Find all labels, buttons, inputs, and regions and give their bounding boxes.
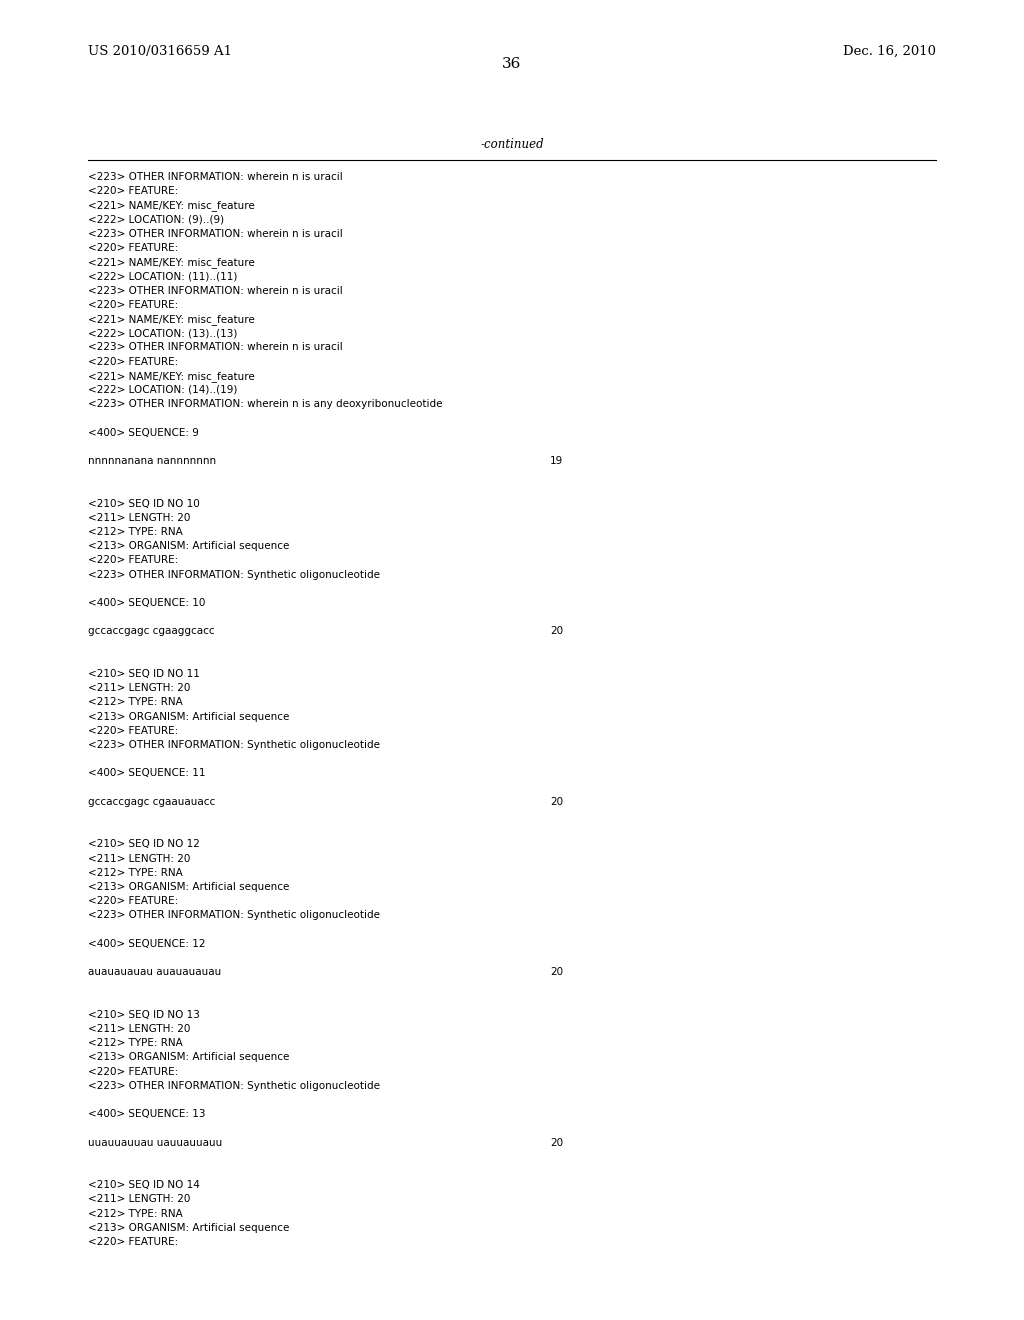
Text: <223> OTHER INFORMATION: wherein n is uracil: <223> OTHER INFORMATION: wherein n is ur…: [88, 172, 343, 182]
Text: <223> OTHER INFORMATION: Synthetic oligonucleotide: <223> OTHER INFORMATION: Synthetic oligo…: [88, 911, 380, 920]
Text: gccaccgagc cgaaggcacc: gccaccgagc cgaaggcacc: [88, 627, 215, 636]
Text: <210> SEQ ID NO 10: <210> SEQ ID NO 10: [88, 499, 200, 508]
Text: 36: 36: [503, 57, 521, 71]
Text: <212> TYPE: RNA: <212> TYPE: RNA: [88, 527, 182, 537]
Text: <213> ORGANISM: Artificial sequence: <213> ORGANISM: Artificial sequence: [88, 711, 290, 722]
Text: nnnnnanana nannnnnnn: nnnnnanana nannnnnnn: [88, 455, 216, 466]
Text: <210> SEQ ID NO 12: <210> SEQ ID NO 12: [88, 840, 200, 849]
Text: <211> LENGTH: 20: <211> LENGTH: 20: [88, 1024, 190, 1034]
Text: <210> SEQ ID NO 11: <210> SEQ ID NO 11: [88, 669, 200, 678]
Text: <213> ORGANISM: Artificial sequence: <213> ORGANISM: Artificial sequence: [88, 1222, 290, 1233]
Text: <223> OTHER INFORMATION: Synthetic oligonucleotide: <223> OTHER INFORMATION: Synthetic oligo…: [88, 570, 380, 579]
Text: <211> LENGTH: 20: <211> LENGTH: 20: [88, 684, 190, 693]
Text: <222> LOCATION: (14)..(19): <222> LOCATION: (14)..(19): [88, 385, 238, 395]
Text: <220> FEATURE:: <220> FEATURE:: [88, 1237, 178, 1247]
Text: <210> SEQ ID NO 14: <210> SEQ ID NO 14: [88, 1180, 200, 1191]
Text: <400> SEQUENCE: 11: <400> SEQUENCE: 11: [88, 768, 206, 779]
Text: <212> TYPE: RNA: <212> TYPE: RNA: [88, 1209, 182, 1218]
Text: <211> LENGTH: 20: <211> LENGTH: 20: [88, 1195, 190, 1204]
Text: auauauauau auauauauau: auauauauau auauauauau: [88, 968, 221, 977]
Text: <223> OTHER INFORMATION: Synthetic oligonucleotide: <223> OTHER INFORMATION: Synthetic oligo…: [88, 1081, 380, 1090]
Text: <400> SEQUENCE: 10: <400> SEQUENCE: 10: [88, 598, 206, 609]
Text: 20: 20: [550, 1138, 563, 1147]
Text: <223> OTHER INFORMATION: wherein n is uracil: <223> OTHER INFORMATION: wherein n is ur…: [88, 228, 343, 239]
Text: <222> LOCATION: (9)..(9): <222> LOCATION: (9)..(9): [88, 215, 224, 224]
Text: -continued: -continued: [480, 139, 544, 150]
Text: <400> SEQUENCE: 12: <400> SEQUENCE: 12: [88, 939, 206, 949]
Text: <223> OTHER INFORMATION: wherein n is uracil: <223> OTHER INFORMATION: wherein n is ur…: [88, 285, 343, 296]
Text: <223> OTHER INFORMATION: wherein n is uracil: <223> OTHER INFORMATION: wherein n is ur…: [88, 342, 343, 352]
Text: <400> SEQUENCE: 9: <400> SEQUENCE: 9: [88, 428, 199, 438]
Text: 20: 20: [550, 968, 563, 977]
Text: 20: 20: [550, 627, 563, 636]
Text: <400> SEQUENCE: 13: <400> SEQUENCE: 13: [88, 1109, 206, 1119]
Text: <220> FEATURE:: <220> FEATURE:: [88, 1067, 178, 1077]
Text: gccaccgagc cgaauauacc: gccaccgagc cgaauauacc: [88, 797, 215, 807]
Text: <223> OTHER INFORMATION: Synthetic oligonucleotide: <223> OTHER INFORMATION: Synthetic oligo…: [88, 741, 380, 750]
Text: US 2010/0316659 A1: US 2010/0316659 A1: [88, 45, 232, 58]
Text: <220> FEATURE:: <220> FEATURE:: [88, 726, 178, 735]
Text: <213> ORGANISM: Artificial sequence: <213> ORGANISM: Artificial sequence: [88, 882, 290, 892]
Text: <212> TYPE: RNA: <212> TYPE: RNA: [88, 1039, 182, 1048]
Text: <220> FEATURE:: <220> FEATURE:: [88, 556, 178, 565]
Text: Dec. 16, 2010: Dec. 16, 2010: [843, 45, 936, 58]
Text: uuauuauuau uauuauuauu: uuauuauuau uauuauuauu: [88, 1138, 222, 1147]
Text: <221> NAME/KEY: misc_feature: <221> NAME/KEY: misc_feature: [88, 257, 255, 268]
Text: <213> ORGANISM: Artificial sequence: <213> ORGANISM: Artificial sequence: [88, 1052, 290, 1063]
Text: <222> LOCATION: (11)..(11): <222> LOCATION: (11)..(11): [88, 272, 238, 281]
Text: <220> FEATURE:: <220> FEATURE:: [88, 300, 178, 310]
Text: <213> ORGANISM: Artificial sequence: <213> ORGANISM: Artificial sequence: [88, 541, 290, 552]
Text: <212> TYPE: RNA: <212> TYPE: RNA: [88, 697, 182, 708]
Text: <220> FEATURE:: <220> FEATURE:: [88, 356, 178, 367]
Text: <211> LENGTH: 20: <211> LENGTH: 20: [88, 854, 190, 863]
Text: <220> FEATURE:: <220> FEATURE:: [88, 186, 178, 197]
Text: <220> FEATURE:: <220> FEATURE:: [88, 896, 178, 907]
Text: <221> NAME/KEY: misc_feature: <221> NAME/KEY: misc_feature: [88, 371, 255, 381]
Text: 19: 19: [550, 455, 563, 466]
Text: <221> NAME/KEY: misc_feature: <221> NAME/KEY: misc_feature: [88, 201, 255, 211]
Text: <221> NAME/KEY: misc_feature: <221> NAME/KEY: misc_feature: [88, 314, 255, 325]
Text: <220> FEATURE:: <220> FEATURE:: [88, 243, 178, 253]
Text: <212> TYPE: RNA: <212> TYPE: RNA: [88, 867, 182, 878]
Text: <211> LENGTH: 20: <211> LENGTH: 20: [88, 512, 190, 523]
Text: <222> LOCATION: (13)..(13): <222> LOCATION: (13)..(13): [88, 329, 238, 338]
Text: 20: 20: [550, 797, 563, 807]
Text: <210> SEQ ID NO 13: <210> SEQ ID NO 13: [88, 1010, 200, 1020]
Text: <223> OTHER INFORMATION: wherein n is any deoxyribonucleotide: <223> OTHER INFORMATION: wherein n is an…: [88, 399, 442, 409]
